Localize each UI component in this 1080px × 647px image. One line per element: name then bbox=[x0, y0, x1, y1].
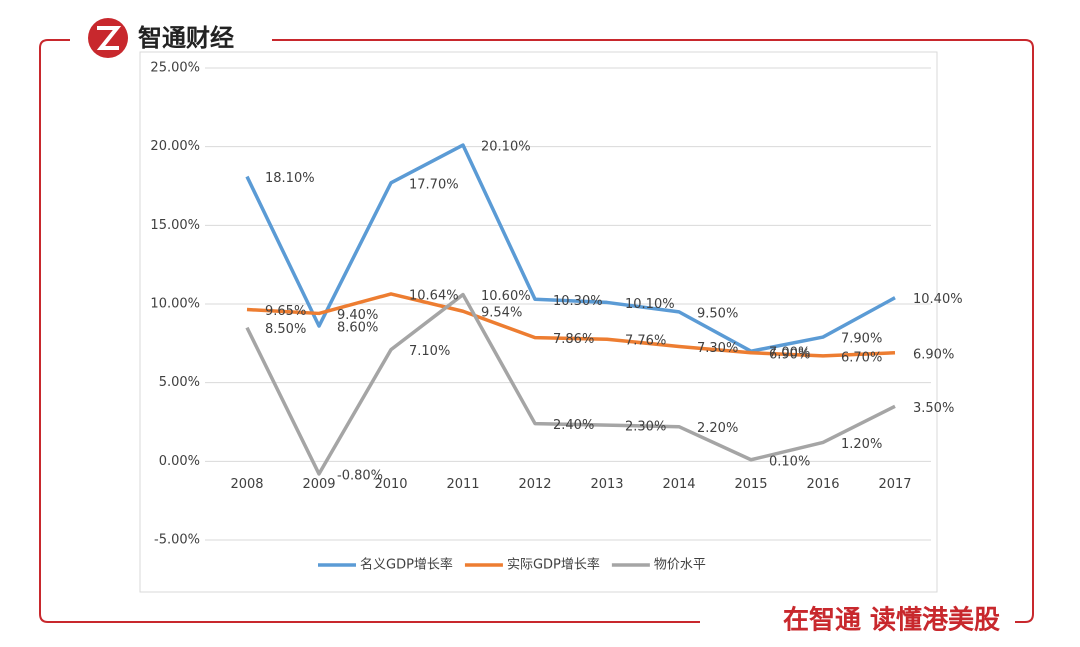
data-label: 1.20% bbox=[841, 437, 882, 452]
y-tick-label: 15.00% bbox=[150, 218, 200, 233]
data-label: 9.54% bbox=[481, 306, 522, 321]
data-label: 7.86% bbox=[553, 332, 594, 347]
data-label: 10.64% bbox=[409, 288, 459, 303]
y-tick-label: 5.00% bbox=[159, 375, 200, 390]
frame bbox=[39, 39, 1034, 623]
data-label: 6.70% bbox=[841, 350, 882, 365]
data-label: 7.10% bbox=[409, 344, 450, 359]
slogan: 在智通 读懂港美股 bbox=[783, 605, 1000, 636]
x-tick-label: 2012 bbox=[518, 477, 551, 492]
legend-label: 物价水平 bbox=[654, 558, 706, 573]
data-label: 7.76% bbox=[625, 334, 666, 349]
y-tick-label: 20.00% bbox=[150, 139, 200, 154]
data-label: 10.40% bbox=[913, 292, 963, 307]
legend-label: 实际GDP增长率 bbox=[507, 557, 600, 573]
data-label: 2.20% bbox=[697, 421, 738, 436]
y-tick-label: 10.00% bbox=[150, 297, 200, 312]
data-label: 10.30% bbox=[553, 294, 603, 309]
data-label: 7.90% bbox=[841, 332, 882, 347]
x-tick-label: 2009 bbox=[302, 477, 335, 492]
data-label: 10.60% bbox=[481, 289, 531, 304]
chart-area bbox=[139, 51, 938, 593]
x-tick-label: 2017 bbox=[878, 477, 911, 492]
data-label: 10.10% bbox=[625, 297, 675, 312]
data-label: 6.90% bbox=[913, 347, 954, 362]
data-label: 9.40% bbox=[337, 308, 378, 323]
brand: 智通财经 bbox=[138, 24, 234, 52]
data-label: 8.60% bbox=[337, 321, 378, 336]
data-label: 3.50% bbox=[913, 401, 954, 416]
x-tick-label: 2016 bbox=[806, 477, 839, 492]
y-tick-label: 25.00% bbox=[150, 61, 200, 76]
data-label: 20.10% bbox=[481, 140, 531, 155]
data-label: 2.30% bbox=[625, 420, 666, 435]
series-line bbox=[245, 292, 896, 476]
x-tick-label: 2013 bbox=[590, 477, 623, 492]
x-tick-label: 2011 bbox=[446, 477, 479, 492]
data-label: 0.10% bbox=[769, 454, 810, 469]
x-tick-label: 2014 bbox=[662, 477, 695, 492]
data-label: 9.65% bbox=[265, 304, 306, 319]
y-tick-label: 0.00% bbox=[159, 454, 200, 469]
x-tick-label: 2008 bbox=[230, 477, 263, 492]
x-tick-label: 2015 bbox=[734, 477, 767, 492]
data-label: 9.50% bbox=[697, 306, 738, 321]
data-label: 17.70% bbox=[409, 177, 459, 192]
data-label: 18.10% bbox=[265, 171, 315, 186]
data-label: 7.30% bbox=[697, 341, 738, 356]
data-label: 2.40% bbox=[553, 418, 594, 433]
x-tick-label: 2010 bbox=[374, 477, 407, 492]
y-tick-label: -5.00% bbox=[154, 533, 200, 548]
data-label: -0.80% bbox=[337, 468, 383, 483]
logo-mark bbox=[96, 26, 122, 50]
legend-label: 名义GDP增长率 bbox=[360, 557, 453, 573]
series-line bbox=[246, 292, 896, 358]
data-label: 6.90% bbox=[769, 347, 810, 362]
data-label: 8.50% bbox=[265, 322, 306, 337]
data-label: 7.00% bbox=[769, 346, 810, 361]
series-line bbox=[245, 143, 896, 353]
